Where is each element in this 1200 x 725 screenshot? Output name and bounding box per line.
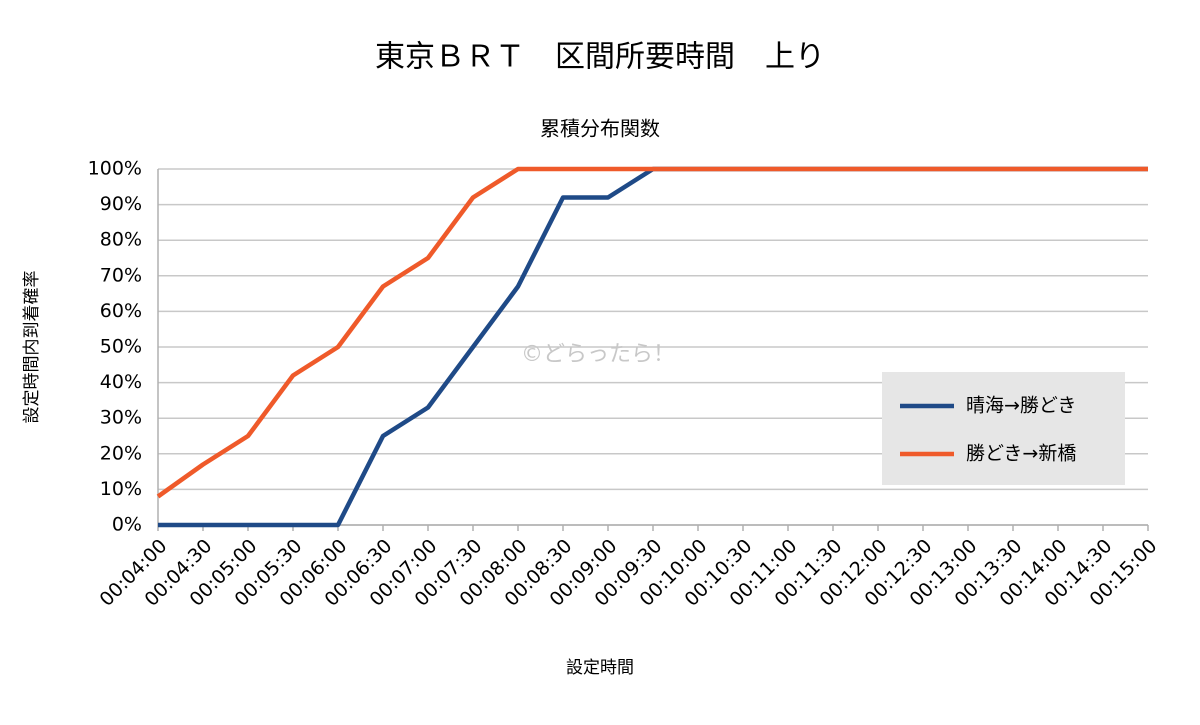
y-tick-label: 40% <box>100 371 142 393</box>
x-axis-label: 設定時間 <box>566 658 634 678</box>
watermark: ©どらったら！ <box>521 342 675 367</box>
y-tick-label: 100% <box>88 158 142 180</box>
legend-box <box>882 372 1125 485</box>
y-tick-label: 10% <box>100 478 142 500</box>
y-tick-label: 90% <box>100 193 142 215</box>
legend-label: 勝どき→新橋 <box>966 443 1076 465</box>
series-line <box>156 166 1148 499</box>
y-tick-label: 60% <box>100 300 142 322</box>
y-tick-label: 0% <box>112 514 142 536</box>
y-tick-label: 70% <box>100 264 142 286</box>
y-tick-label: 30% <box>100 407 142 429</box>
legend-label: 晴海→勝どき <box>966 395 1076 417</box>
chart-subtitle: 累積分布関数 <box>540 117 660 141</box>
y-tick-label: 80% <box>100 229 142 251</box>
chart-title: 東京ＢＲＴ 区間所要時間 上り <box>375 40 825 75</box>
y-tick-label: 50% <box>100 336 142 358</box>
y-tick-label: 20% <box>100 442 142 464</box>
y-axis-label: 設定時間内到着確率 <box>22 271 42 424</box>
